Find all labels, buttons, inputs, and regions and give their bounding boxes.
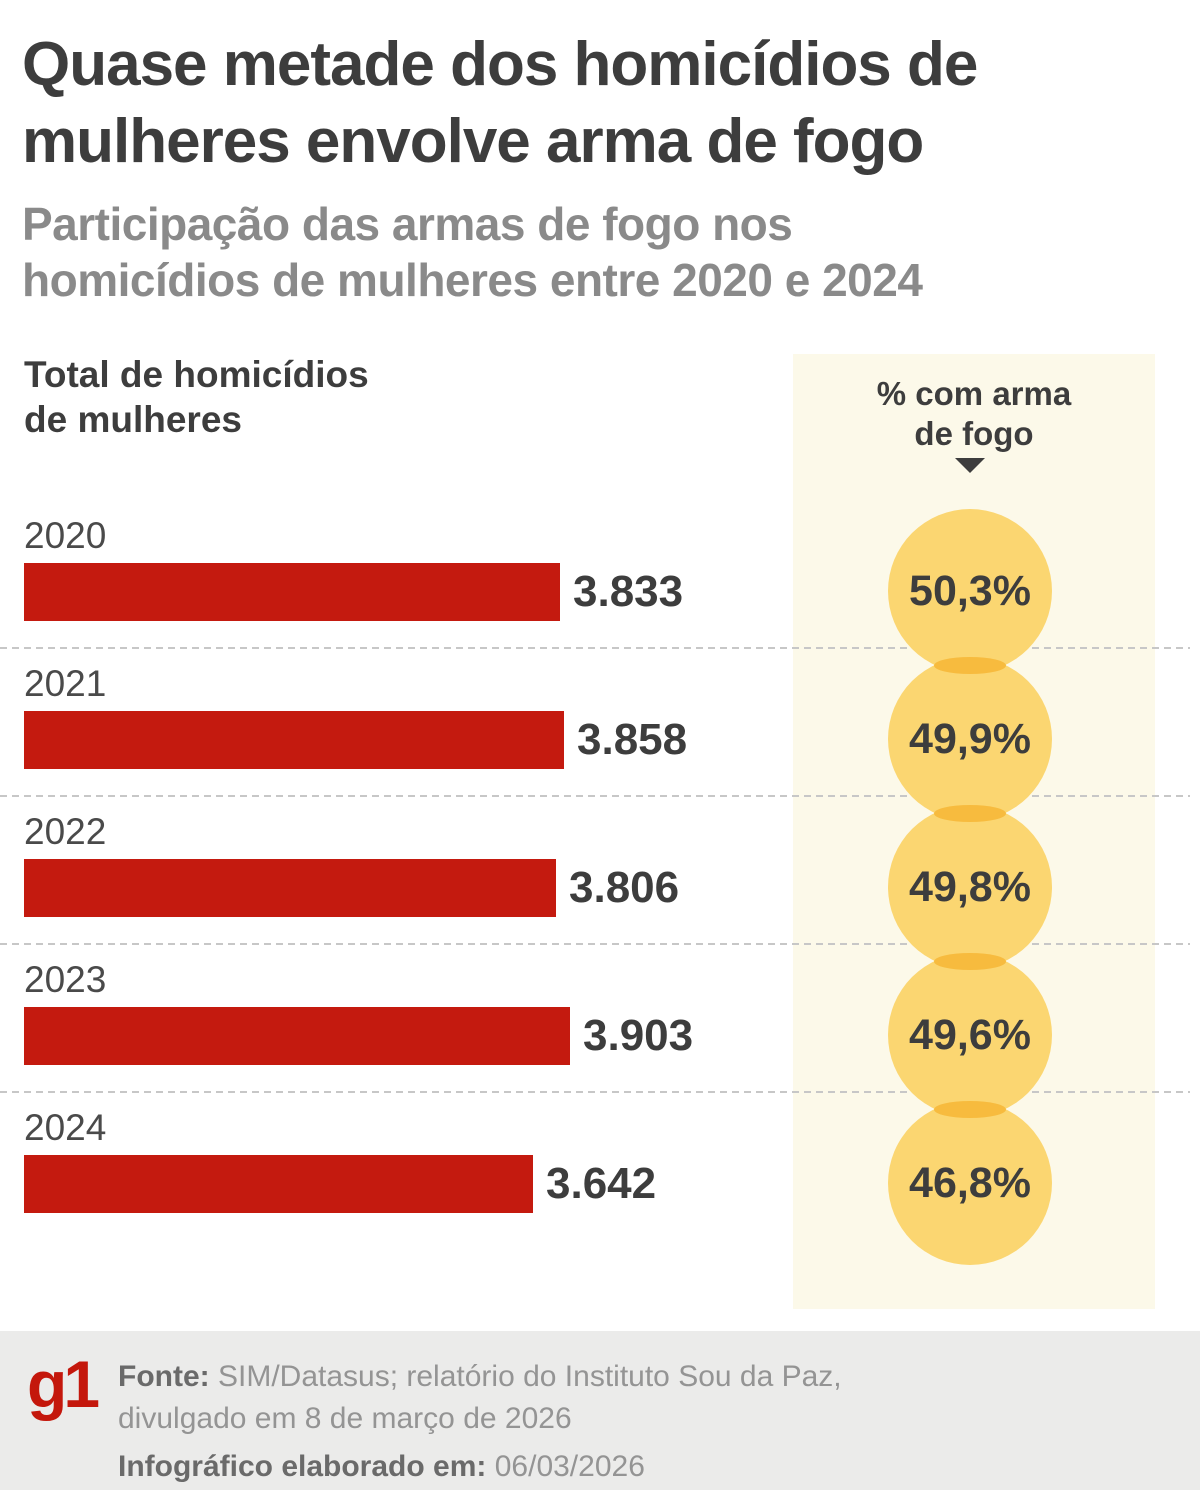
percent-circle <box>888 509 1052 673</box>
chart-row-2022: 2022 3.806 <box>24 810 679 917</box>
year-label: 2022 <box>24 811 107 852</box>
source-line-1: Fonte: SIM/Datasus; relatório do Institu… <box>118 1356 842 1398</box>
left-axis-label-line-2: de mulheres <box>24 399 242 440</box>
source-value-1: SIM/Datasus; relatório do Instituto Sou … <box>217 1360 842 1393</box>
chart-row-2020: 2020 3.833 <box>24 514 683 621</box>
row-separator <box>0 943 1190 945</box>
title-line-1: Quase metade dos homicídios de <box>22 30 978 99</box>
circle-overlap <box>934 953 1006 970</box>
arrow-down-icon <box>955 458 985 473</box>
row-separator <box>0 1091 1190 1093</box>
year-label: 2023 <box>24 959 107 1000</box>
source-text: Fonte: SIM/Datasus; relatório do Institu… <box>118 1356 842 1440</box>
source-line-2: divulgado em 8 de março de 2026 <box>118 1398 842 1440</box>
source-label: Fonte: <box>118 1360 210 1393</box>
percent-header-line-1: % com arma <box>876 375 1072 412</box>
footer: g1 Fonte: SIM/Datasus; relatório do Inst… <box>0 1331 1200 1490</box>
percent-label: 49,9% <box>909 715 1031 763</box>
bar-value-label: 3.833 <box>573 567 684 616</box>
g1-logo: g1 <box>27 1347 100 1421</box>
circle-overlap <box>934 1101 1006 1118</box>
percent-column-header: % com arma de fogo <box>793 374 1155 454</box>
left-axis-label-line-1: Total de homicídios <box>24 354 369 395</box>
bar-value-label: 3.806 <box>569 863 680 912</box>
credit-label: Infográfico elaborado em: <box>118 1450 487 1483</box>
bar-value-label: 3.642 <box>546 1159 657 1208</box>
percent-header-line-2: de fogo <box>914 415 1034 452</box>
chart-row-2024: 2024 3.642 <box>24 1106 656 1213</box>
year-label: 2021 <box>24 663 107 704</box>
credit-value: 06/03/2026 <box>494 1450 645 1483</box>
credit-line: Infográfico elaborado em: 06/03/2026 <box>118 1448 645 1486</box>
circle-overlap <box>934 657 1006 674</box>
left-axis-label: Total de homicídios de mulheres <box>24 352 369 442</box>
source-value-2: divulgado em 8 de março de 2026 <box>118 1402 572 1435</box>
year-label: 2024 <box>24 1107 107 1148</box>
page-subtitle: Participação das armas de fogo nos homic… <box>22 196 1182 308</box>
bar-value-label: 3.858 <box>577 715 688 764</box>
percent-label: 50,3% <box>909 567 1031 615</box>
homicides-bar <box>24 563 560 621</box>
percent-circle <box>888 657 1052 821</box>
homicides-bar <box>24 1155 533 1213</box>
page-title: Quase metade dos homicídios de mulheres … <box>22 26 1182 180</box>
circle-overlap <box>934 805 1006 822</box>
homicides-bar <box>24 1007 570 1065</box>
row-separator <box>0 647 1190 649</box>
percent-label: 49,8% <box>909 863 1031 911</box>
homicides-bar <box>24 859 556 917</box>
percent-circle <box>888 1101 1052 1265</box>
percent-circle <box>888 805 1052 969</box>
title-line-2: mulheres envolve arma de fogo <box>22 107 924 176</box>
percent-label: 46,8% <box>909 1159 1031 1207</box>
bar-value-label: 3.903 <box>583 1011 694 1060</box>
subtitle-line-2: homicídios de mulheres entre 2020 e 2024 <box>22 254 923 306</box>
percent-circle <box>888 953 1052 1117</box>
subtitle-line-1: Participação das armas de fogo nos <box>22 198 793 250</box>
chart-row-2021: 2021 3.858 <box>24 662 687 769</box>
homicides-bar <box>24 711 564 769</box>
year-label: 2020 <box>24 515 107 556</box>
percent-label: 49,6% <box>909 1011 1031 1059</box>
chart-row-2023: 2023 3.903 <box>24 958 693 1065</box>
row-separator <box>0 795 1190 797</box>
